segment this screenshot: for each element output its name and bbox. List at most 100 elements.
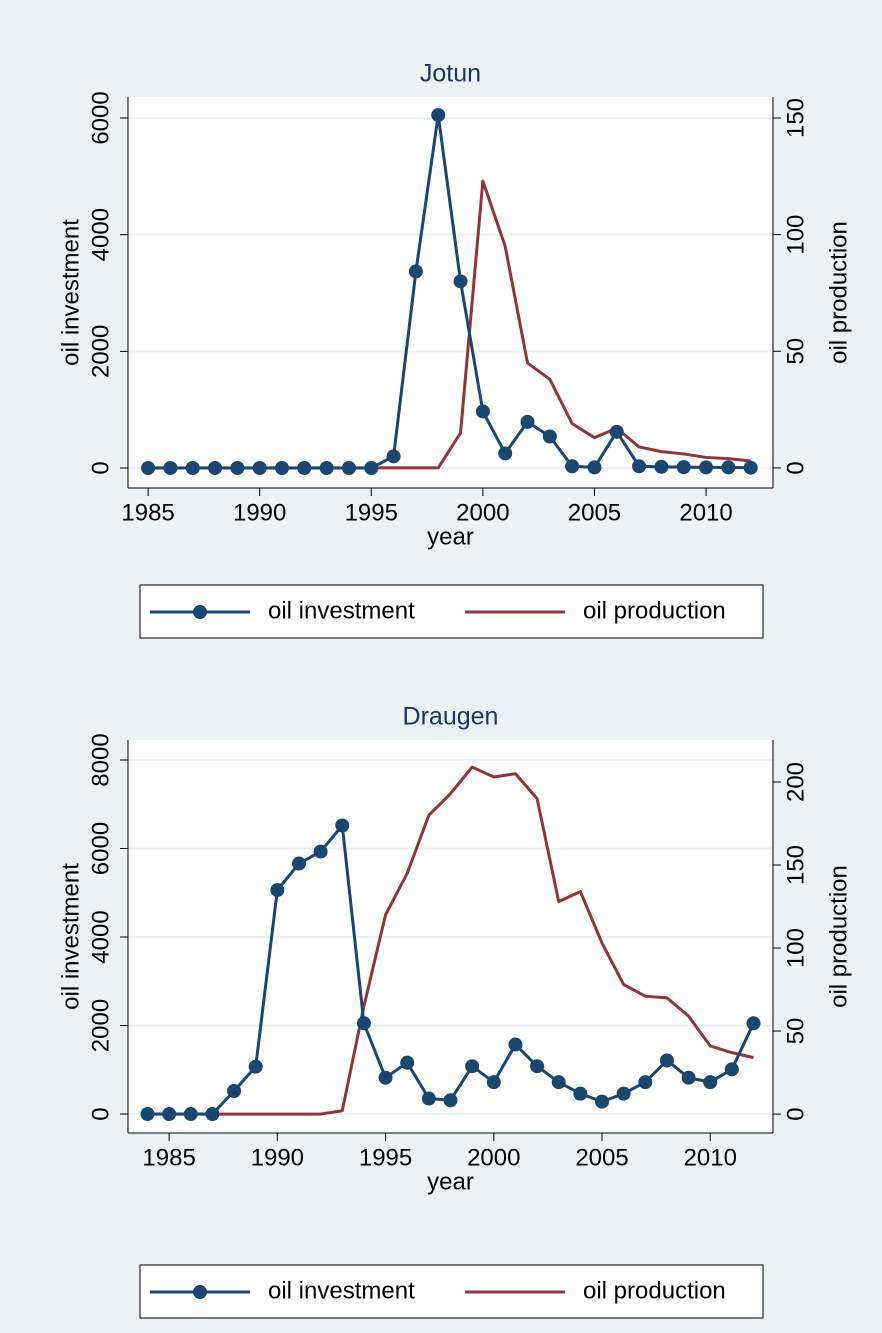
data-point — [313, 844, 328, 859]
y2-tick-label: 200 — [782, 762, 809, 802]
data-point — [609, 424, 624, 439]
y2-tick-label: 0 — [782, 1107, 809, 1120]
x-tick-label: 2010 — [679, 499, 732, 526]
plot-area — [128, 97, 773, 488]
data-point — [227, 1084, 242, 1099]
data-point — [431, 108, 446, 123]
data-point — [183, 1107, 198, 1122]
data-point — [681, 1070, 696, 1085]
data-point — [587, 460, 602, 475]
y-axis-title: oil investment — [57, 863, 84, 1010]
data-point — [508, 1037, 523, 1052]
x-tick-label: 1990 — [233, 499, 286, 526]
data-point — [616, 1086, 631, 1101]
data-point — [743, 460, 758, 475]
y2-tick-label: 0 — [782, 461, 809, 474]
data-point — [319, 460, 334, 475]
y2-tick-label: 150 — [782, 98, 809, 138]
x-tick-label: 1990 — [251, 1144, 304, 1171]
data-point — [659, 1053, 674, 1068]
y2-axis-title: oil production — [825, 865, 852, 1008]
y-tick-label: 0 — [87, 1107, 114, 1120]
data-point — [400, 1055, 415, 1070]
data-point — [163, 460, 178, 475]
y2-axis-title: oil production — [825, 221, 852, 364]
y2-tick-label: 100 — [782, 215, 809, 255]
data-point — [465, 1059, 480, 1074]
data-point — [274, 460, 289, 475]
data-point — [297, 460, 312, 475]
data-point — [676, 460, 691, 475]
data-point — [140, 1107, 155, 1122]
data-point — [230, 460, 245, 475]
legend-label: oil production — [583, 597, 726, 624]
data-point — [551, 1075, 566, 1090]
legend-label: oil investment — [268, 1277, 415, 1304]
data-point — [453, 274, 468, 289]
data-point — [721, 460, 736, 475]
y2-tick-label: 50 — [782, 1018, 809, 1045]
x-tick-label: 1985 — [142, 1144, 195, 1171]
data-point — [703, 1075, 718, 1090]
data-point — [378, 1070, 393, 1085]
y-tick-label: 4000 — [87, 910, 114, 963]
y-axis-title: oil investment — [57, 219, 84, 366]
series-line — [147, 765, 754, 1116]
data-point — [356, 1016, 371, 1031]
x-axis-title: year — [427, 523, 474, 550]
data-point — [746, 1016, 761, 1031]
data-point — [520, 414, 535, 429]
x-tick-label: 2010 — [684, 1144, 737, 1171]
data-point — [498, 446, 513, 461]
y-tick-label: 2000 — [87, 999, 114, 1052]
chart-title: Jotun — [420, 60, 481, 88]
y-tick-label: 4000 — [87, 208, 114, 261]
y-tick-label: 8000 — [87, 733, 114, 786]
y2-tick-label: 100 — [782, 928, 809, 968]
x-tick-label: 1995 — [359, 1144, 412, 1171]
data-point — [421, 1091, 436, 1106]
x-tick-label: 1985 — [121, 499, 174, 526]
data-point — [699, 460, 714, 475]
y-tick-label: 0 — [87, 461, 114, 474]
x-tick-label: 2000 — [467, 1144, 520, 1171]
data-point — [141, 460, 156, 475]
legend-marker — [193, 605, 207, 619]
data-point — [565, 459, 580, 474]
y2-tick-label: 50 — [782, 338, 809, 365]
data-point — [291, 856, 306, 871]
data-point — [270, 883, 285, 898]
data-point — [248, 1059, 263, 1074]
data-point — [185, 460, 200, 475]
x-tick-label: 2000 — [456, 499, 509, 526]
data-point — [542, 429, 557, 444]
series-line — [148, 113, 751, 470]
data-point — [724, 1062, 739, 1077]
data-point — [335, 818, 350, 833]
y-tick-label: 6000 — [87, 91, 114, 144]
data-point — [573, 1086, 588, 1101]
data-point — [638, 1075, 653, 1090]
data-point — [205, 1107, 220, 1122]
data-point — [475, 404, 490, 419]
data-point — [364, 460, 379, 475]
x-tick-label: 2005 — [575, 1144, 628, 1171]
legend-marker — [193, 1285, 207, 1299]
data-point — [654, 459, 669, 474]
data-point — [341, 460, 356, 475]
data-point — [632, 459, 647, 474]
x-axis-title: year — [427, 1168, 474, 1195]
y-tick-label: 2000 — [87, 325, 114, 378]
data-point — [252, 460, 267, 475]
legend-label: oil production — [583, 1277, 726, 1304]
legend-label: oil investment — [268, 597, 415, 624]
data-point — [208, 460, 223, 475]
chart-title: Draugen — [403, 703, 499, 731]
data-point — [530, 1059, 545, 1074]
data-point — [408, 264, 423, 279]
data-point — [162, 1107, 177, 1122]
data-point — [486, 1075, 501, 1090]
x-tick-label: 2005 — [568, 499, 621, 526]
data-point — [386, 449, 401, 464]
